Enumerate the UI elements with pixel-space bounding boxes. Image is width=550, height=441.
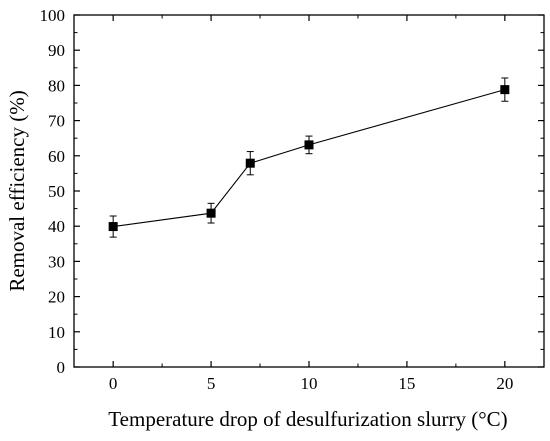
ticks-layer: 0 10 20 30 40 50 60 70 80 90 100 0 5 10 15 20: [40, 6, 544, 393]
plot-frame: [73, 14, 545, 368]
data-point-marker: [108, 222, 118, 232]
x-tick-label: 0: [109, 374, 118, 393]
x-tick-label: 10: [301, 374, 318, 393]
y-tick-label: 70: [48, 112, 65, 131]
y-tick-label: 10: [48, 323, 65, 342]
series-layer: [108, 77, 510, 238]
data-point-marker: [206, 208, 216, 218]
y-tick-label: 60: [48, 147, 65, 166]
y-axis-title: Removal efficiency (%): [5, 90, 29, 291]
series-line: [113, 89, 505, 228]
x-tick-label: 20: [496, 374, 513, 393]
y-tick-label: 30: [48, 252, 65, 271]
data-point-marker: [500, 85, 510, 95]
y-tick-label: 80: [48, 76, 65, 95]
y-tick-label: 20: [48, 288, 65, 307]
data-point-marker: [245, 158, 255, 168]
y-tick-label: 40: [48, 217, 65, 236]
axes-layer: [73, 14, 545, 368]
x-tick-label: 5: [207, 374, 216, 393]
y-tick-label: 90: [48, 41, 65, 60]
y-tick-label: 0: [57, 358, 66, 377]
y-tick-label: 100: [40, 6, 66, 25]
data-point-marker: [304, 140, 314, 150]
x-axis-title: Temperature drop of desulfurization slur…: [108, 407, 507, 431]
x-tick-label: 15: [398, 374, 415, 393]
y-tick-label: 50: [48, 182, 65, 201]
